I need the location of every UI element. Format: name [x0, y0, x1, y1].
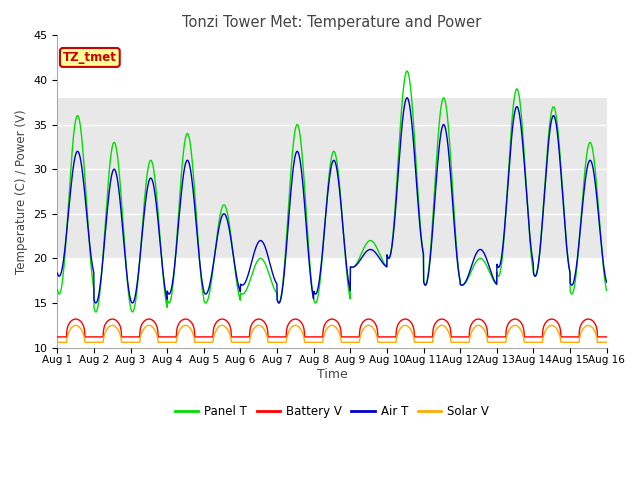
Bar: [58, 98, 607, 258]
Y-axis label: Temperature (C) / Power (V): Temperature (C) / Power (V): [15, 109, 28, 274]
Text: TZ_tmet: TZ_tmet: [63, 51, 116, 64]
X-axis label: Time: Time: [317, 368, 348, 381]
Legend: Panel T, Battery V, Air T, Solar V: Panel T, Battery V, Air T, Solar V: [170, 400, 494, 423]
Title: Tonzi Tower Met: Temperature and Power: Tonzi Tower Met: Temperature and Power: [182, 15, 482, 30]
